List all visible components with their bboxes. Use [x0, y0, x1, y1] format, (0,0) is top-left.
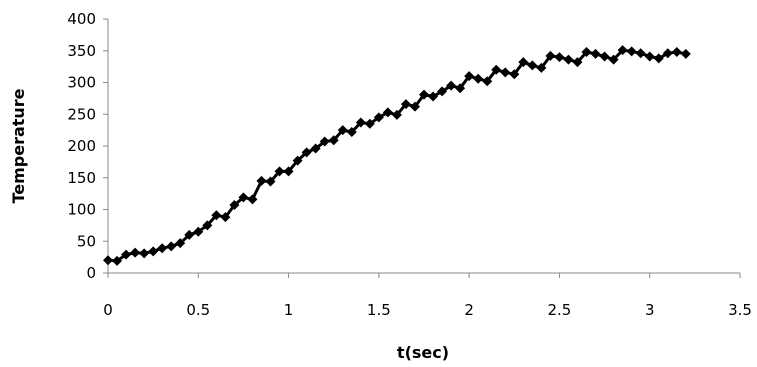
data-point-marker [400, 99, 411, 110]
data-point-marker [166, 241, 177, 252]
data-point-marker [518, 57, 529, 68]
data-point-marker [184, 229, 195, 240]
data-point-marker [527, 60, 538, 71]
data-point-marker [662, 48, 673, 59]
y-tick-label: 0 [86, 264, 96, 282]
data-point-marker [509, 69, 520, 80]
x-tick-label: 0 [103, 301, 113, 319]
data-point-marker [274, 166, 285, 177]
x-tick-label: 1.5 [367, 301, 391, 319]
data-point-marker [193, 226, 204, 237]
data-point-marker [545, 50, 556, 61]
data-point-marker [482, 76, 493, 87]
data-point-marker [139, 248, 150, 259]
x-tick-label: 2.5 [547, 301, 571, 319]
x-axis-title: t(sec) [397, 343, 449, 362]
data-point-marker [103, 255, 113, 266]
data-point-marker [319, 136, 330, 147]
data-point-marker [238, 192, 249, 203]
data-point-marker [364, 118, 375, 129]
data-point-marker [464, 71, 475, 82]
data-point-marker [337, 125, 348, 136]
data-point-marker [409, 101, 420, 112]
data-point-marker [536, 62, 547, 73]
series-line [107, 48, 687, 263]
data-point-marker [446, 80, 457, 91]
x-tick-label: 3 [645, 301, 655, 319]
data-point-marker [419, 89, 429, 100]
data-point-marker [265, 176, 276, 187]
data-point-marker [391, 109, 402, 120]
data-point-marker [229, 200, 240, 211]
data-point-marker [382, 107, 393, 118]
data-point-marker [148, 246, 159, 257]
data-point-marker [617, 45, 628, 56]
y-tick-label: 100 [67, 201, 96, 219]
tick-labels: 0 50 100 150 200 250 300 350 400 0 0.5 1 1.5 2 2.5 3 3.5 [67, 10, 752, 319]
y-axis-title: Temperature [9, 88, 28, 203]
data-point-marker [346, 127, 357, 138]
data-point-marker [175, 238, 186, 249]
data-point-marker [220, 212, 231, 223]
x-tick-label: 3.5 [728, 301, 752, 319]
data-point-marker [455, 83, 466, 94]
data-point-marker [644, 51, 655, 62]
data-point-marker [581, 47, 592, 58]
data-point-marker [157, 243, 168, 254]
data-point-marker [328, 135, 339, 146]
x-tick-label: 1 [284, 301, 294, 319]
data-point-marker [211, 210, 222, 221]
data-point-marker [310, 143, 321, 154]
data-point-marker [283, 166, 294, 177]
x-tick-label: 0.5 [186, 301, 210, 319]
axes [103, 18, 741, 278]
data-point-marker [202, 220, 213, 231]
data-point-marker [635, 48, 646, 59]
data-point-marker [626, 46, 637, 57]
data-point-marker [473, 73, 484, 84]
data-point-marker [671, 47, 682, 58]
data-point-marker [256, 175, 267, 186]
y-tick-label: 400 [67, 10, 96, 28]
y-tick-label: 300 [67, 74, 96, 92]
data-point-marker [373, 112, 384, 123]
data-point-marker [130, 247, 141, 258]
data-point-marker [112, 255, 123, 266]
data-point-marker [247, 194, 258, 205]
data-point-marker [491, 64, 502, 75]
data-point-marker [680, 48, 691, 59]
series-temperature [103, 45, 691, 266]
data-point-marker [599, 51, 610, 62]
y-tick-label: 350 [67, 42, 96, 60]
y-tick-label: 250 [67, 105, 96, 123]
data-point-marker [437, 86, 448, 97]
data-point-marker [572, 57, 583, 68]
data-point-marker [653, 53, 664, 64]
y-tick-label: 50 [77, 232, 96, 250]
y-tick-label: 200 [67, 137, 96, 155]
data-point-marker [355, 117, 366, 128]
data-point-marker [428, 91, 439, 102]
x-tick-label: 2 [464, 301, 474, 319]
data-point-marker [121, 249, 132, 260]
data-point-marker [292, 155, 303, 166]
data-point-marker [590, 48, 601, 59]
data-point-marker [608, 54, 619, 65]
data-point-marker [500, 67, 511, 78]
data-point-marker [301, 147, 312, 158]
data-point-marker [563, 54, 574, 65]
y-tick-label: 150 [67, 169, 96, 187]
data-point-marker [554, 52, 565, 63]
